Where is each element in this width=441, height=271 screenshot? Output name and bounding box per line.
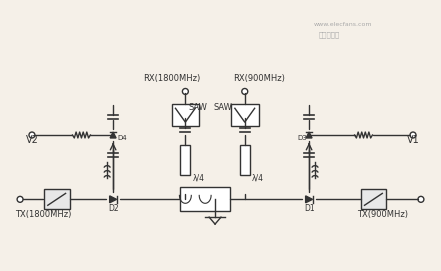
Circle shape	[242, 89, 248, 94]
Bar	[180, 145, 191, 175]
Text: SAW: SAW	[188, 103, 207, 112]
Polygon shape	[306, 132, 312, 138]
Text: TX(900MHz): TX(900MHz)	[357, 210, 408, 219]
Bar	[231, 104, 258, 126]
Text: λ/4: λ/4	[192, 173, 204, 182]
Bar	[44, 189, 70, 209]
Text: SAW: SAW	[213, 103, 232, 112]
Bar	[180, 188, 230, 211]
Circle shape	[410, 132, 416, 138]
Text: V1: V1	[407, 135, 419, 145]
Circle shape	[418, 196, 424, 202]
Bar	[240, 145, 250, 175]
Text: D2: D2	[108, 204, 119, 213]
Bar	[361, 189, 386, 209]
Text: TX(1800MHz): TX(1800MHz)	[15, 210, 71, 219]
Polygon shape	[110, 196, 116, 203]
Text: V2: V2	[26, 135, 38, 145]
Polygon shape	[306, 196, 313, 203]
Circle shape	[17, 196, 23, 202]
Text: 电子发烧网: 电子发烧网	[319, 31, 340, 38]
Text: RX(900MHz): RX(900MHz)	[233, 73, 284, 83]
Text: www.elecfans.com: www.elecfans.com	[314, 22, 373, 27]
Text: λ/4: λ/4	[252, 173, 264, 182]
Circle shape	[183, 89, 188, 94]
Text: D4: D4	[117, 135, 127, 141]
Polygon shape	[110, 132, 116, 138]
Text: D1: D1	[304, 204, 314, 213]
Bar	[172, 104, 199, 126]
Text: D3: D3	[297, 135, 307, 141]
Text: RX(1800MHz): RX(1800MHz)	[143, 73, 200, 83]
Circle shape	[29, 132, 35, 138]
